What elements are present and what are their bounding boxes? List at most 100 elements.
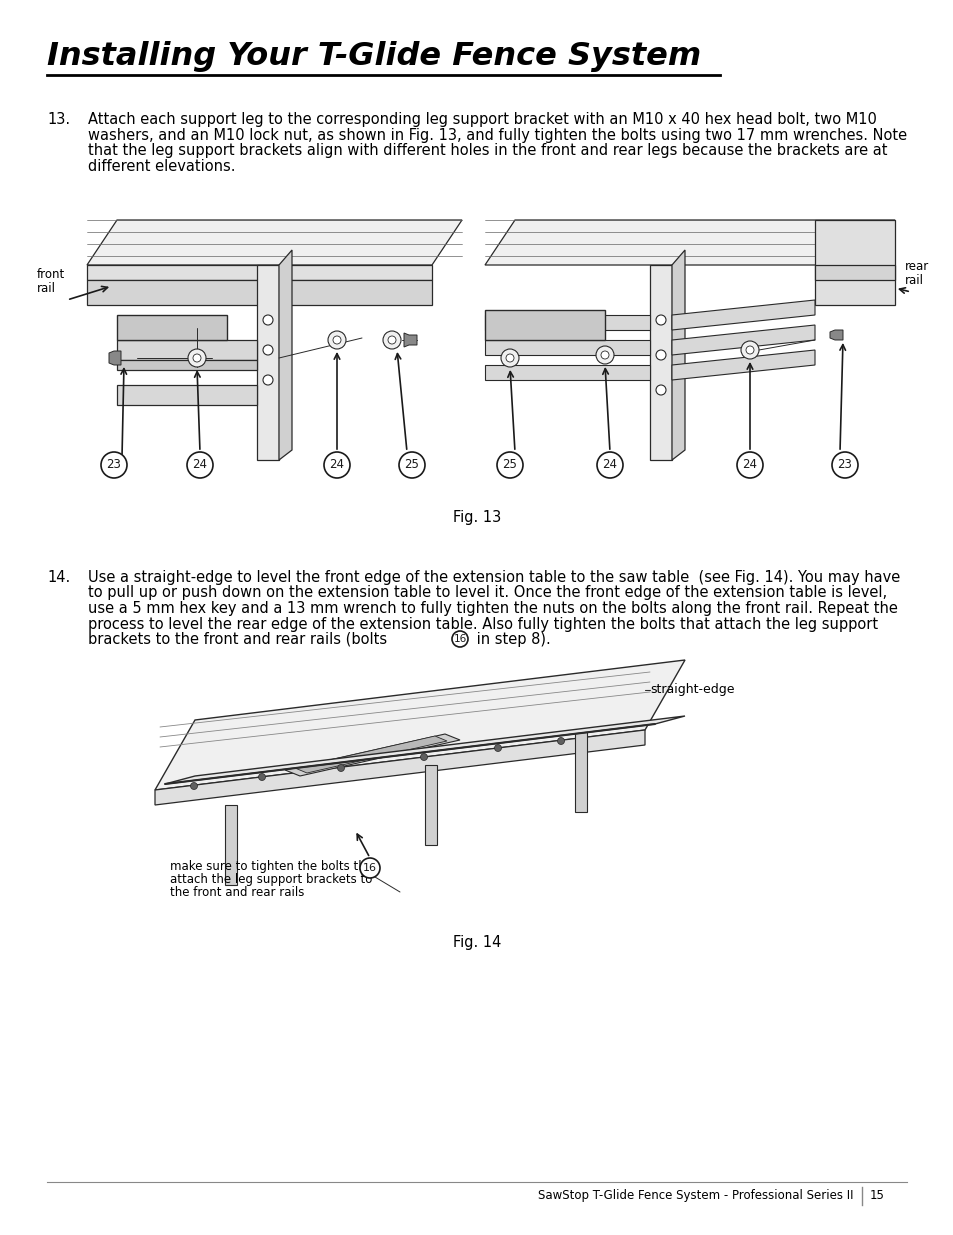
Circle shape bbox=[263, 375, 273, 385]
Circle shape bbox=[258, 773, 265, 781]
Polygon shape bbox=[484, 220, 894, 266]
Text: 16: 16 bbox=[363, 863, 376, 873]
Circle shape bbox=[596, 346, 614, 364]
Circle shape bbox=[497, 452, 522, 478]
Polygon shape bbox=[484, 340, 649, 354]
Text: rail: rail bbox=[37, 282, 56, 295]
Text: 24: 24 bbox=[329, 458, 344, 472]
Polygon shape bbox=[814, 220, 894, 305]
Polygon shape bbox=[649, 266, 671, 459]
Polygon shape bbox=[87, 266, 432, 280]
Polygon shape bbox=[117, 385, 256, 405]
Text: 13.: 13. bbox=[47, 112, 71, 127]
Polygon shape bbox=[87, 220, 461, 266]
Polygon shape bbox=[117, 359, 256, 370]
Circle shape bbox=[831, 452, 857, 478]
Polygon shape bbox=[285, 734, 459, 776]
Text: attach the leg support brackets to: attach the leg support brackets to bbox=[170, 873, 372, 885]
Circle shape bbox=[193, 354, 201, 362]
Text: rear: rear bbox=[904, 261, 928, 273]
Polygon shape bbox=[117, 315, 227, 340]
Text: 24: 24 bbox=[602, 458, 617, 472]
Circle shape bbox=[324, 452, 350, 478]
Polygon shape bbox=[671, 325, 814, 354]
Polygon shape bbox=[256, 266, 278, 459]
Polygon shape bbox=[109, 351, 121, 366]
Polygon shape bbox=[424, 764, 436, 845]
Text: brackets to the front and rear rails (bolts: brackets to the front and rear rails (bo… bbox=[88, 632, 392, 647]
Text: washers, and an M10 lock nut, as shown in Fig. 13, and fully tighten the bolts u: washers, and an M10 lock nut, as shown i… bbox=[88, 127, 906, 142]
Circle shape bbox=[656, 315, 665, 325]
Text: 16: 16 bbox=[453, 634, 466, 643]
Circle shape bbox=[494, 745, 501, 752]
Text: 25: 25 bbox=[404, 458, 419, 472]
Circle shape bbox=[505, 354, 514, 362]
Polygon shape bbox=[671, 350, 814, 380]
Circle shape bbox=[740, 341, 759, 359]
Polygon shape bbox=[278, 249, 292, 459]
Circle shape bbox=[382, 331, 400, 350]
Circle shape bbox=[101, 452, 127, 478]
Text: front: front bbox=[37, 268, 65, 282]
Polygon shape bbox=[484, 310, 604, 340]
Text: 25: 25 bbox=[502, 458, 517, 472]
Circle shape bbox=[263, 315, 273, 325]
Polygon shape bbox=[484, 315, 649, 330]
Polygon shape bbox=[575, 732, 586, 811]
Text: 23: 23 bbox=[837, 458, 852, 472]
Text: SawStop T-Glide Fence System - Professional Series II: SawStop T-Glide Fence System - Professio… bbox=[537, 1189, 853, 1203]
Circle shape bbox=[656, 350, 665, 359]
Text: 24: 24 bbox=[741, 458, 757, 472]
Polygon shape bbox=[814, 266, 894, 280]
Text: 14.: 14. bbox=[47, 571, 71, 585]
Circle shape bbox=[388, 336, 395, 345]
Polygon shape bbox=[225, 805, 236, 885]
Circle shape bbox=[737, 452, 762, 478]
Text: Installing Your T-Glide Fence System: Installing Your T-Glide Fence System bbox=[47, 41, 700, 72]
Circle shape bbox=[191, 783, 197, 789]
Circle shape bbox=[187, 452, 213, 478]
Polygon shape bbox=[117, 340, 256, 359]
Polygon shape bbox=[671, 300, 814, 330]
Circle shape bbox=[656, 385, 665, 395]
Text: that the leg support brackets align with different holes in the front and rear l: that the leg support brackets align with… bbox=[88, 143, 886, 158]
Text: use a 5 mm hex key and a 13 mm wrench to fully tighten the nuts on the bolts alo: use a 5 mm hex key and a 13 mm wrench to… bbox=[88, 601, 897, 616]
Circle shape bbox=[557, 737, 564, 745]
Text: the front and rear rails: the front and rear rails bbox=[170, 885, 304, 899]
Text: process to level the rear edge of the extension table. Also fully tighten the bo: process to level the rear edge of the ex… bbox=[88, 616, 877, 631]
Text: make sure to tighten the bolts that: make sure to tighten the bolts that bbox=[170, 860, 377, 873]
Text: Attach each support leg to the corresponding leg support bracket with an M10 x 4: Attach each support leg to the correspon… bbox=[88, 112, 876, 127]
Polygon shape bbox=[154, 659, 684, 790]
Text: Fig. 13: Fig. 13 bbox=[453, 510, 500, 525]
Text: 23: 23 bbox=[107, 458, 121, 472]
Polygon shape bbox=[154, 730, 644, 805]
Circle shape bbox=[600, 351, 608, 359]
Circle shape bbox=[359, 858, 379, 878]
Text: 24: 24 bbox=[193, 458, 208, 472]
Circle shape bbox=[398, 452, 424, 478]
Circle shape bbox=[263, 345, 273, 354]
Polygon shape bbox=[403, 333, 416, 347]
Text: to pull up or push down on the extension table to level it. Once the front edge : to pull up or push down on the extension… bbox=[88, 585, 886, 600]
Circle shape bbox=[188, 350, 206, 367]
Text: different elevations.: different elevations. bbox=[88, 158, 235, 173]
Text: 15: 15 bbox=[869, 1189, 884, 1203]
Text: rail: rail bbox=[904, 274, 923, 287]
Circle shape bbox=[337, 764, 344, 772]
Circle shape bbox=[328, 331, 346, 350]
Text: in step 8).: in step 8). bbox=[472, 632, 550, 647]
Polygon shape bbox=[671, 249, 684, 459]
Polygon shape bbox=[829, 330, 842, 340]
Circle shape bbox=[745, 346, 753, 354]
Polygon shape bbox=[484, 366, 649, 380]
Text: straight-edge: straight-edge bbox=[649, 683, 734, 697]
Circle shape bbox=[597, 452, 622, 478]
Polygon shape bbox=[87, 280, 432, 305]
Text: Fig. 14: Fig. 14 bbox=[453, 935, 500, 950]
Circle shape bbox=[500, 350, 518, 367]
Circle shape bbox=[452, 631, 468, 647]
Polygon shape bbox=[294, 736, 447, 773]
Text: Use a straight-edge to level the front edge of the extension table to the saw ta: Use a straight-edge to level the front e… bbox=[88, 571, 900, 585]
Circle shape bbox=[420, 753, 427, 761]
Circle shape bbox=[333, 336, 340, 345]
